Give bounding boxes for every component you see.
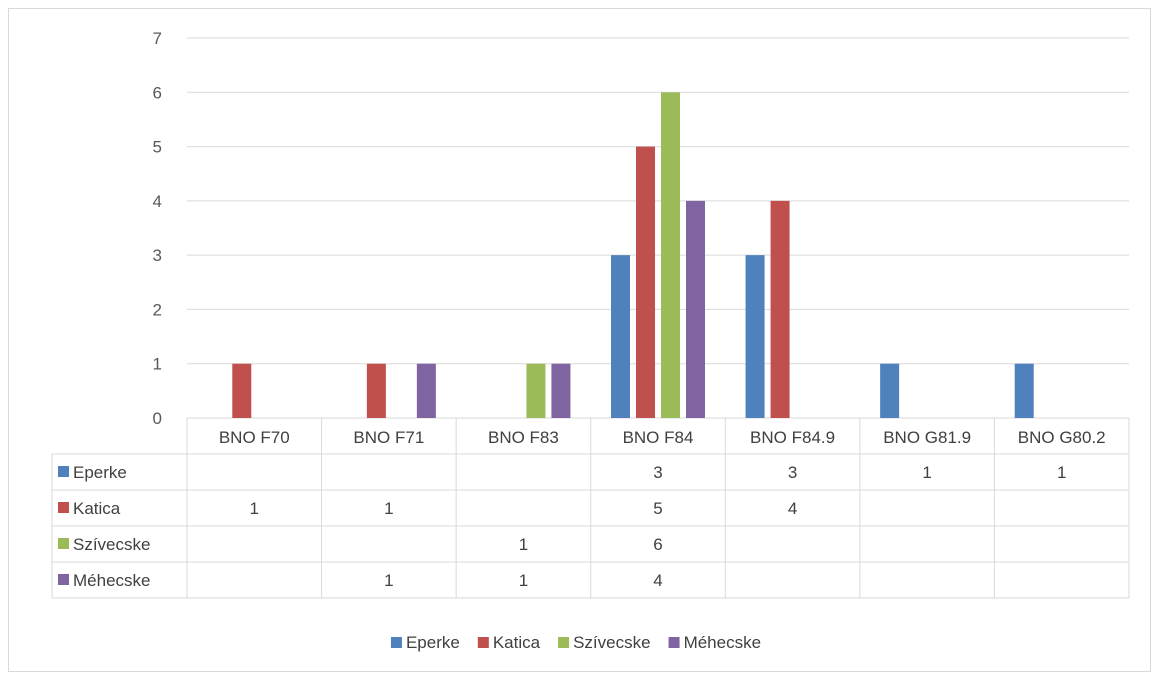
y-tick-label: 3 bbox=[153, 246, 162, 265]
bar-katica-1 bbox=[366, 363, 386, 418]
bar-eperke-4 bbox=[745, 255, 765, 418]
bar-méhecske-1 bbox=[416, 363, 436, 418]
y-axis-tick-labels: 0 1 2 3 4 5 6 7 bbox=[153, 29, 162, 428]
table-series-name: Eperke bbox=[73, 463, 127, 482]
data-label: 3 bbox=[653, 463, 662, 482]
bar-eperke-5 bbox=[880, 363, 900, 418]
data-label: 1 bbox=[519, 571, 528, 590]
data-label: 1 bbox=[922, 463, 931, 482]
category-label: BNO F84.9 bbox=[750, 428, 835, 447]
data-label: 4 bbox=[788, 499, 797, 518]
bars bbox=[232, 92, 1034, 419]
legend-label: Eperke bbox=[406, 633, 460, 652]
bar-katica-3 bbox=[636, 146, 655, 419]
y-tick-label: 2 bbox=[153, 300, 162, 319]
legend-key bbox=[477, 637, 489, 648]
data-label: 1 bbox=[384, 499, 393, 518]
y-tick-label: 7 bbox=[153, 29, 162, 48]
bar-szívecske-2 bbox=[526, 363, 546, 418]
bar-méhecske-3 bbox=[686, 200, 705, 418]
data-label: 5 bbox=[653, 499, 662, 518]
category-label: BNO G81.9 bbox=[883, 428, 971, 447]
legend-label: Méhecske bbox=[684, 633, 761, 652]
data-label: 1 bbox=[384, 571, 393, 590]
bar-méhecske-2 bbox=[551, 363, 571, 418]
data-table: BNO F70 BNO F71 BNO F83 BNO F84 BNO F84.9 BNO… bbox=[51, 418, 1130, 599]
legend-key bbox=[390, 637, 402, 648]
table-series-name: Méhecske bbox=[73, 571, 150, 590]
category-label: BNO F84 bbox=[623, 428, 694, 447]
legend-key bbox=[668, 637, 680, 648]
category-label: BNO F71 bbox=[353, 428, 424, 447]
table-legend-key bbox=[58, 574, 69, 585]
table-series-name: Szívecske bbox=[73, 535, 150, 554]
y-tick-label: 4 bbox=[153, 192, 162, 211]
legend: Eperke Katica Szívecske Méhecske bbox=[390, 633, 761, 652]
gridlines bbox=[187, 37, 1129, 419]
bar-katica-0 bbox=[232, 363, 252, 418]
table-legend-key bbox=[58, 466, 69, 477]
bar-szívecske-3 bbox=[661, 92, 680, 419]
category-label: BNO F70 bbox=[219, 428, 290, 447]
data-label: 4 bbox=[653, 571, 662, 590]
category-label: BNO G80.2 bbox=[1018, 428, 1106, 447]
data-label: 6 bbox=[653, 535, 662, 554]
bar-eperke-6 bbox=[1014, 363, 1034, 418]
table-series-name: Katica bbox=[73, 499, 121, 518]
table-legend-key bbox=[58, 538, 69, 549]
data-label: 1 bbox=[250, 499, 259, 518]
y-tick-label: 5 bbox=[153, 138, 162, 157]
legend-label: Katica bbox=[493, 633, 541, 652]
category-label: BNO F83 bbox=[488, 428, 559, 447]
bar-eperke-3 bbox=[611, 255, 630, 418]
y-tick-label: 0 bbox=[153, 409, 162, 428]
y-tick-label: 1 bbox=[153, 355, 162, 374]
bar-katica-4 bbox=[770, 200, 790, 418]
legend-label: Szívecske bbox=[573, 633, 650, 652]
data-label: 1 bbox=[519, 535, 528, 554]
table-legend-key bbox=[58, 502, 69, 513]
y-tick-label: 6 bbox=[153, 83, 162, 102]
legend-key bbox=[558, 637, 570, 648]
chart-frame bbox=[8, 8, 1151, 672]
data-label: 3 bbox=[788, 463, 797, 482]
data-label: 1 bbox=[1057, 463, 1066, 482]
